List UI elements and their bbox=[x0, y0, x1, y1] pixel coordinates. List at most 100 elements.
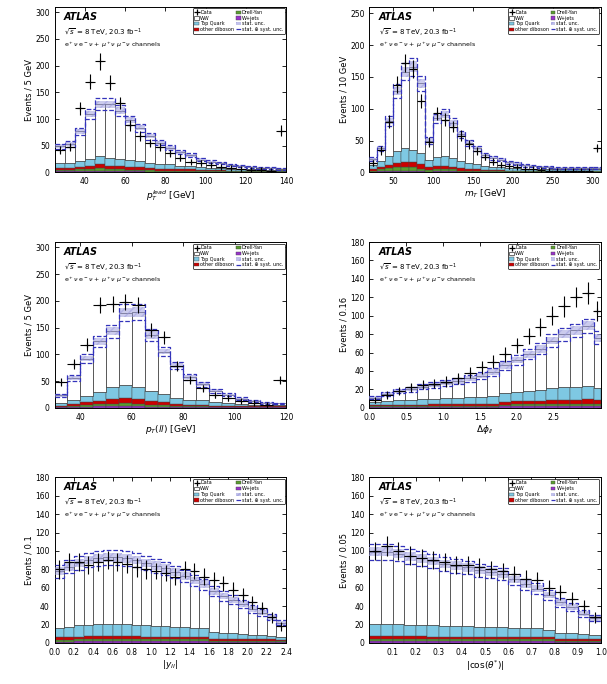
Bar bbox=[378, 148, 385, 161]
Bar bbox=[151, 641, 161, 643]
Bar bbox=[67, 399, 80, 404]
Bar bbox=[385, 170, 393, 172]
Bar bbox=[452, 406, 464, 407]
Bar bbox=[499, 365, 511, 393]
Bar bbox=[106, 406, 119, 408]
Bar bbox=[65, 170, 75, 172]
Bar bbox=[55, 146, 65, 163]
Bar bbox=[381, 402, 393, 405]
Bar bbox=[449, 167, 457, 170]
Bar bbox=[441, 114, 449, 156]
Bar bbox=[521, 166, 529, 169]
Bar bbox=[426, 160, 433, 168]
Bar bbox=[106, 387, 119, 399]
Bar bbox=[157, 395, 171, 402]
Bar bbox=[84, 624, 93, 635]
Bar bbox=[570, 387, 582, 400]
Bar bbox=[427, 640, 439, 641]
Bar bbox=[93, 641, 103, 643]
Bar bbox=[228, 642, 238, 643]
Bar bbox=[93, 404, 106, 406]
Y-axis label: Events / 0.16: Events / 0.16 bbox=[340, 298, 348, 352]
Bar bbox=[416, 558, 427, 624]
Bar bbox=[416, 624, 427, 635]
Bar bbox=[67, 378, 80, 399]
Bar bbox=[570, 400, 582, 404]
Bar bbox=[405, 405, 416, 406]
Bar bbox=[276, 640, 286, 641]
Bar bbox=[462, 568, 473, 627]
Bar bbox=[578, 641, 589, 642]
Bar bbox=[55, 637, 64, 640]
Bar bbox=[393, 406, 405, 407]
Bar bbox=[476, 404, 487, 406]
Bar bbox=[473, 570, 485, 627]
Bar bbox=[267, 642, 276, 643]
Bar bbox=[499, 405, 511, 406]
Text: ATLAS: ATLAS bbox=[379, 247, 413, 257]
Bar bbox=[144, 407, 157, 408]
Bar bbox=[473, 148, 481, 163]
Text: $\sqrt{s}$ = 8 TeV, 20.3 fb$^{-1}$: $\sqrt{s}$ = 8 TeV, 20.3 fb$^{-1}$ bbox=[379, 262, 457, 274]
Bar bbox=[93, 392, 106, 401]
Bar bbox=[511, 360, 523, 392]
X-axis label: $|\cos(\theta^{*})|$: $|\cos(\theta^{*})|$ bbox=[466, 658, 504, 672]
Bar bbox=[440, 406, 452, 407]
Bar bbox=[416, 640, 427, 641]
Bar bbox=[74, 637, 84, 640]
Bar bbox=[594, 400, 601, 404]
Bar bbox=[487, 407, 499, 408]
Bar bbox=[378, 161, 385, 168]
Bar bbox=[106, 331, 119, 387]
Bar bbox=[429, 399, 440, 404]
Bar bbox=[112, 557, 122, 624]
Bar bbox=[582, 386, 594, 399]
Bar bbox=[593, 168, 601, 170]
Bar bbox=[80, 407, 93, 408]
Bar bbox=[520, 637, 532, 640]
Bar bbox=[381, 552, 393, 624]
Bar bbox=[95, 168, 105, 171]
Bar bbox=[67, 407, 80, 408]
Bar bbox=[122, 641, 132, 643]
Bar bbox=[75, 161, 85, 167]
X-axis label: $m_{T}$ [GeV]: $m_{T}$ [GeV] bbox=[464, 187, 506, 200]
Bar bbox=[228, 640, 238, 641]
Bar bbox=[418, 169, 426, 171]
Bar bbox=[416, 635, 427, 640]
Bar bbox=[393, 91, 401, 151]
Bar bbox=[175, 166, 186, 170]
Bar bbox=[393, 391, 405, 400]
Bar bbox=[546, 400, 558, 404]
Bar bbox=[196, 404, 209, 406]
Bar bbox=[248, 635, 257, 640]
Bar bbox=[257, 635, 267, 640]
Bar bbox=[199, 640, 209, 641]
Bar bbox=[67, 404, 80, 406]
Bar bbox=[206, 168, 215, 170]
Bar bbox=[578, 634, 589, 640]
Bar bbox=[449, 170, 457, 171]
Bar bbox=[171, 641, 180, 643]
Bar bbox=[393, 170, 401, 172]
Bar bbox=[464, 378, 476, 397]
Bar bbox=[171, 572, 180, 627]
Bar bbox=[566, 641, 578, 642]
Bar bbox=[465, 169, 473, 170]
Bar bbox=[103, 624, 112, 635]
Bar bbox=[485, 637, 497, 640]
Bar bbox=[180, 576, 189, 627]
Bar bbox=[429, 406, 440, 407]
Bar bbox=[427, 625, 439, 637]
Bar bbox=[144, 401, 157, 404]
Bar bbox=[55, 163, 65, 168]
Bar bbox=[381, 406, 393, 407]
Bar bbox=[385, 121, 393, 156]
Bar bbox=[246, 167, 256, 170]
Bar bbox=[189, 640, 199, 641]
Bar bbox=[132, 641, 141, 643]
Bar bbox=[122, 635, 132, 640]
Legend: Data, WW, Top Quark, other diboson, Drell-Yan, W+jets, stat. unc., stat. ⊕ syst.: Data, WW, Top Quark, other diboson, Drel… bbox=[193, 479, 285, 504]
Bar bbox=[106, 399, 119, 404]
Text: $\sqrt{s}$ = 8 TeV, 20.3 fb$^{-1}$: $\sqrt{s}$ = 8 TeV, 20.3 fb$^{-1}$ bbox=[379, 497, 457, 510]
